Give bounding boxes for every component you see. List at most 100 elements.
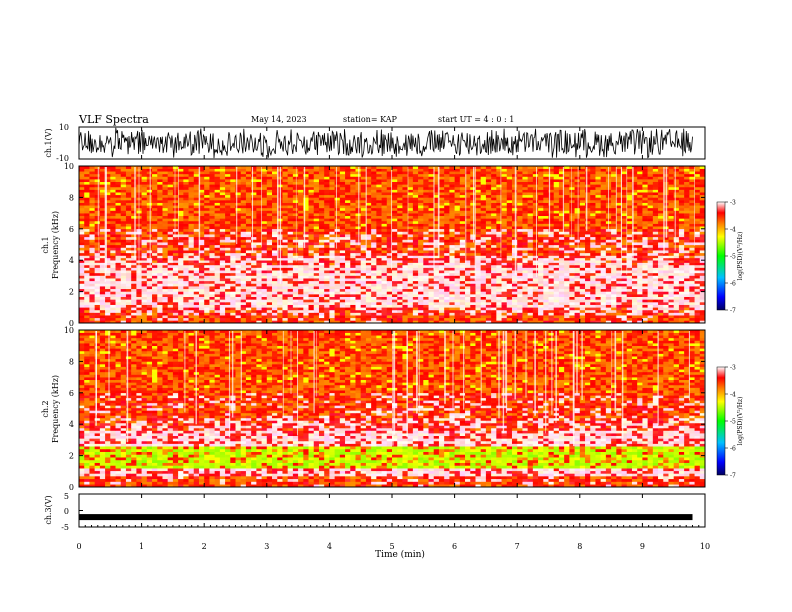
spec-cell	[162, 278, 168, 282]
spec-cell	[527, 228, 534, 232]
spec-cell	[308, 231, 315, 235]
spec-cell	[590, 260, 596, 263]
spec-cell	[663, 288, 669, 292]
spec-cell	[157, 296, 163, 300]
spec-cell	[313, 291, 320, 295]
spec-cell	[329, 239, 335, 243]
spec-cell	[631, 272, 638, 276]
spec-cell	[178, 234, 184, 238]
spec-cell	[365, 262, 372, 266]
spec-cell	[79, 278, 85, 282]
spec-cell	[428, 218, 435, 222]
spec-cell	[574, 278, 581, 282]
spec-cell	[454, 242, 461, 246]
spec-cell	[146, 304, 153, 308]
spec-cell	[381, 288, 388, 292]
spec-cell	[381, 307, 388, 311]
spec-cell	[376, 278, 382, 282]
spec-cell	[360, 291, 367, 295]
spec-cell	[193, 262, 200, 266]
spec-cell	[225, 255, 231, 259]
spec-cell	[318, 250, 325, 254]
spec-cell	[105, 226, 111, 230]
spec-cell	[225, 270, 231, 274]
spec-cell	[694, 264, 701, 268]
spec-cell	[684, 309, 690, 313]
spec-cell	[204, 288, 210, 292]
spec-cell	[256, 270, 262, 274]
spec-cell	[522, 283, 528, 287]
spec-cell	[303, 317, 309, 321]
spec-cell	[402, 296, 408, 300]
spec-cell	[204, 275, 210, 279]
spec-cell	[475, 296, 481, 300]
spec-cell	[245, 213, 252, 217]
spec-cell	[272, 262, 278, 266]
spec-cell	[663, 275, 669, 279]
spec-cell	[491, 270, 497, 274]
spec-cell	[668, 264, 674, 268]
spec-cell	[178, 239, 184, 243]
spec-cell	[360, 218, 367, 222]
spec-cell	[585, 247, 591, 251]
spec-cell	[131, 223, 137, 227]
spec-cell	[339, 223, 346, 227]
spec-cell	[125, 234, 132, 238]
spec-cell	[219, 291, 226, 295]
spec-cell	[365, 278, 372, 282]
spec-cell	[94, 307, 101, 311]
spec-cell	[699, 288, 706, 292]
spec-cell	[663, 257, 669, 261]
spec-cell	[438, 228, 445, 232]
spec-cell	[313, 296, 320, 300]
spec-cell	[204, 320, 210, 324]
spec-cell	[235, 244, 242, 248]
spec-cell	[214, 215, 221, 219]
spec-cell	[115, 309, 122, 313]
spec-cell	[605, 296, 612, 300]
spec-cell	[392, 288, 398, 292]
spec-cell	[626, 294, 633, 297]
spec-cell	[459, 244, 466, 248]
spec-cell	[699, 262, 706, 266]
spec-cell	[658, 280, 664, 284]
spec-cell	[376, 231, 382, 235]
spec-cell	[115, 286, 122, 290]
spec-cell	[339, 291, 346, 295]
spec-cell	[84, 218, 90, 222]
spec-cell	[699, 239, 706, 243]
spec-cell	[225, 304, 231, 308]
spec-cell	[694, 309, 701, 313]
spec-cell	[157, 302, 163, 305]
spec-cell	[491, 223, 497, 227]
spec-cell	[647, 255, 654, 259]
spec-cell	[517, 262, 523, 266]
spec-cell	[256, 307, 262, 311]
spec-cell	[324, 228, 330, 232]
spec-cell	[590, 270, 596, 274]
spec-cell	[637, 260, 643, 263]
spec-cell	[261, 213, 268, 217]
spec-cell	[152, 267, 158, 271]
spec-cell	[485, 288, 492, 292]
spec-cell	[506, 272, 513, 276]
spec-cell	[652, 286, 659, 290]
spec-cell	[157, 280, 163, 284]
spec-cell	[376, 291, 382, 295]
spec-cell	[261, 234, 268, 238]
spec-cell	[272, 286, 278, 290]
spec-cell	[522, 272, 528, 276]
spec-cell	[548, 304, 555, 308]
spec-cell	[381, 234, 388, 238]
spec-cell	[475, 231, 481, 235]
spec-cell	[287, 255, 294, 259]
spec-cell	[334, 239, 341, 243]
spec-cell	[501, 302, 508, 305]
ch1-wave-panel: 10 -10 ch.1(V)	[44, 123, 706, 163]
spec-cell	[548, 267, 555, 271]
spec-cell	[689, 288, 695, 292]
spec-cell	[193, 264, 200, 268]
spec-cell	[538, 294, 544, 297]
spec-cell	[485, 280, 492, 284]
